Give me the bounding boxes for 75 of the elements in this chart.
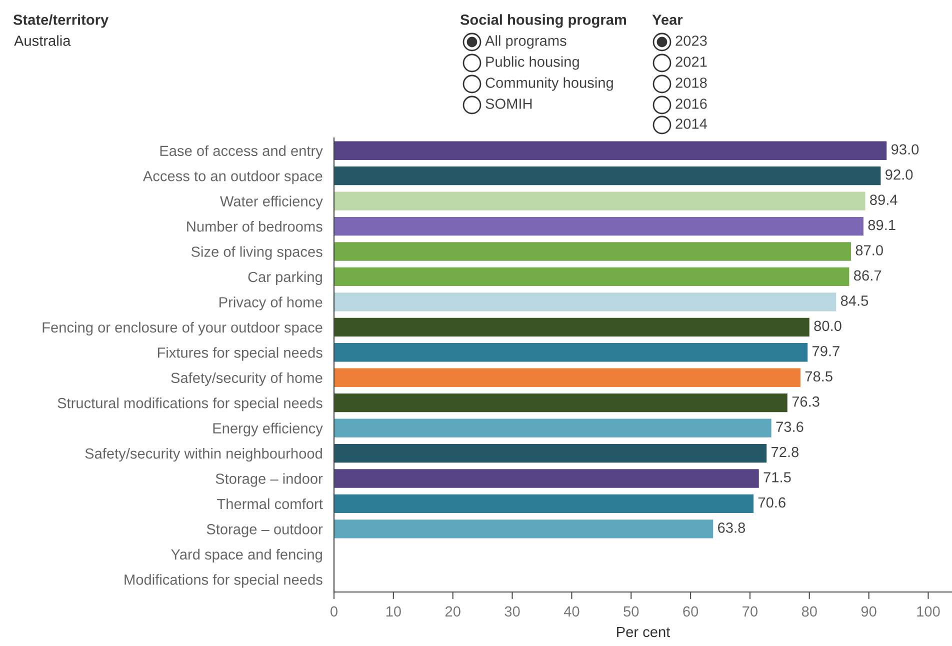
text: Year [652, 14, 683, 25]
bar [334, 368, 800, 387]
x-tick-label: 50 [624, 606, 639, 617]
data-label: 63.8 [718, 522, 746, 533]
text: 2014 [676, 118, 708, 129]
data-label: 87.0 [856, 245, 883, 256]
y-tick-label: Fencing or enclosure of your outdoor space [42, 322, 322, 336]
y-tick-label: Ease of access and entry [160, 145, 323, 159]
y-tick-label: Energy efficiency [213, 422, 323, 436]
data-label: 89.4 [870, 194, 898, 205]
x-axis-title: Per cent [617, 626, 670, 638]
y-tick-label: Safety/security of home [171, 372, 322, 386]
data-label: 93.0 [891, 144, 919, 155]
x-tick-label: 30 [504, 606, 520, 617]
text: 2016 [676, 98, 707, 109]
data-label: 73.6 [776, 422, 804, 432]
bar [334, 418, 772, 438]
x-tick-label: 100 [917, 606, 940, 617]
data-label: 71.5 [764, 472, 791, 482]
x-tick-label: 10 [386, 606, 401, 617]
data-label: 80.0 [814, 320, 842, 332]
data-label: 76.3 [792, 396, 820, 407]
text: 2018 [676, 78, 707, 88]
bar [334, 343, 808, 362]
bar [334, 141, 887, 160]
bar [334, 292, 836, 312]
data-label: 78.5 [805, 371, 832, 382]
text: State/territory [13, 14, 109, 28]
text: Public housing [486, 56, 579, 70]
x-tick-label: 20 [445, 606, 460, 617]
bar [334, 469, 759, 488]
y-tick-label: Access to an outdoor space [142, 170, 322, 184]
data-label: 70.6 [758, 497, 786, 508]
bar [334, 267, 850, 286]
text: All programs [485, 35, 566, 49]
x-tick-label: 60 [683, 606, 698, 617]
text: Social housing program [460, 14, 626, 28]
bar [334, 444, 767, 463]
x-tick-label: 0 [330, 606, 338, 617]
bar [334, 494, 754, 514]
data-label: 72.8 [772, 446, 799, 458]
y-tick-label: Car parking [248, 271, 322, 286]
y-tick-label: Storage – indoor [216, 473, 323, 487]
data-label: 92.0 [886, 169, 913, 180]
y-tick-label: Safety/security within neighbourhood [85, 448, 322, 462]
data-label: 89.1 [868, 220, 896, 230]
text: Community housing [486, 77, 613, 91]
text: Australia [14, 35, 71, 46]
text: 2023 [676, 36, 707, 46]
y-tick-label: Water efficiency [220, 196, 323, 210]
y-tick-label: Size of living spaces [191, 246, 322, 260]
bar [334, 216, 864, 236]
bar [334, 520, 714, 538]
x-tick-label: 40 [564, 606, 580, 617]
data-label: 86.7 [854, 270, 882, 281]
bar [334, 242, 851, 261]
y-tick-label: Storage – outdoor [206, 524, 323, 538]
bar [334, 192, 866, 210]
text: SOMIH [486, 98, 532, 109]
data-label: 79.7 [812, 346, 840, 356]
bar [334, 166, 881, 186]
bar [334, 394, 788, 412]
data-label: 84.5 [840, 296, 868, 306]
x-tick-label: 80 [802, 606, 817, 617]
y-tick-label: Yard space and fencing [171, 548, 322, 562]
y-tick-label: Modifications for special needs [124, 574, 322, 588]
y-tick-label: Privacy of home [220, 296, 322, 310]
y-tick-label: Fixtures for special needs [158, 347, 322, 361]
bar [334, 318, 810, 336]
x-tick-label: 70 [742, 606, 758, 617]
x-tick-label: 90 [861, 606, 876, 617]
text: 2021 [676, 56, 707, 67]
y-tick-label: Thermal comfort [217, 498, 323, 510]
y-tick-label: Structural modifications for special needs [58, 398, 322, 412]
y-tick-label: Number of bedrooms [187, 220, 322, 232]
